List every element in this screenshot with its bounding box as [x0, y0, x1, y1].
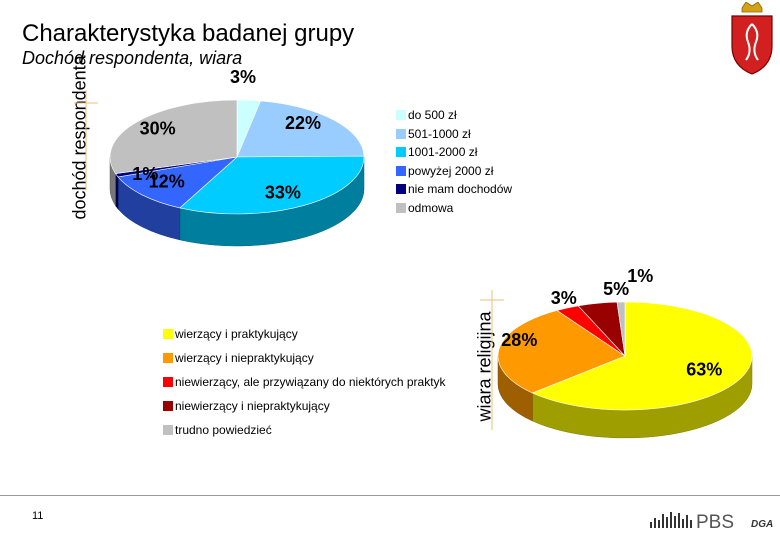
income-legend-item-0: do 500 zł [396, 108, 576, 127]
income-legend-label-1: 501-1000 zł [408, 126, 471, 141]
religion-legend-item-2: niewierzący, ale przywiązany do niektóry… [163, 375, 473, 399]
income-legend-item-5: odmowa [396, 201, 576, 220]
religion-legend-swatch-3 [163, 401, 173, 411]
income-legend-swatch-4 [396, 184, 406, 194]
religion-pie: 63% 28% 3% 5%1% [497, 266, 753, 439]
income-legend-swatch-3 [396, 165, 406, 176]
income-legend-label-2: 1001-2000 zł [408, 145, 478, 159]
income-slice-side-4 [115, 172, 119, 210]
religion-legend-label-3: niewierzący i niepraktykujący [175, 399, 330, 413]
income-legend-swatch-2 [396, 147, 406, 157]
income-legend-swatch-5 [396, 202, 406, 213]
income-value-label-3: 12% [149, 172, 185, 192]
religion-slice-0 [531, 301, 753, 411]
income-legend-item-3: powyżej 2000 zł [396, 164, 576, 183]
income-legend: do 500 zł 501-1000 zł 1001-2000 zł powyżej … [396, 108, 576, 219]
income-legend-label-5: odmowa [408, 200, 454, 215]
religion-slice-4 [616, 301, 626, 357]
religion-legend-label-0: wierzący i praktykujący [175, 327, 298, 341]
crest-logo [731, 2, 773, 75]
page-title: Charakterystyka badanej grupy [22, 20, 355, 47]
income-legend-label-0: do 500 zł [408, 108, 457, 122]
income-value-label-0: 3% [230, 67, 256, 87]
religion-legend-item-3: niewierzący i niepraktykujący [163, 399, 473, 423]
page-number: 11 [32, 510, 44, 522]
income-legend-label-4: nie mam dochodów [408, 182, 513, 196]
income-legend-label-3: powyżej 2000 zł [408, 163, 494, 178]
religion-legend-label-1: wierzący i niepraktykujący [175, 351, 314, 365]
religion-legend-swatch-2 [163, 377, 173, 387]
page-subtitle: Dochód respondenta, wiara [22, 48, 243, 68]
religion-legend-item-4: trudno powiedzieć [163, 423, 473, 447]
pbs-logo-text: PBS [696, 512, 734, 532]
religion-slice-1 [497, 310, 626, 394]
income-value-label-4: 1% [132, 164, 158, 184]
income-value-label-5: 30% [140, 119, 176, 139]
religion-legend-label-2: niewierzący, ale przywiązany do niektóry… [175, 375, 446, 389]
dga-logo-text: DGA [751, 519, 773, 530]
religion-legend-item-1: wierzący i niepraktykujący [163, 351, 473, 375]
religion-legend: wierzący i praktykujący wierzący i niepra… [163, 327, 473, 447]
income-slice-3 [117, 156, 238, 209]
income-slice-1 [236, 100, 365, 158]
religion-value-label-2: 3% [551, 288, 577, 308]
religion-value-label-3: 5% [603, 279, 629, 299]
income-legend-item-1: 501-1000 zł [396, 127, 576, 146]
income-legend-item-2: 1001-2000 zł [396, 145, 576, 164]
religion-value-label-4: 1% [627, 266, 653, 286]
footer-divider [0, 495, 780, 496]
pbs-dga-logo: PBS DGA [650, 512, 773, 532]
income-value-label-2: 33% [265, 183, 301, 203]
religion-legend-item-0: wierzący i praktykujący [163, 327, 473, 351]
religion-value-label-0: 63% [686, 359, 722, 379]
income-legend-swatch-1 [396, 128, 406, 139]
religion-legend-swatch-1 [163, 353, 173, 363]
income-slice-5 [109, 99, 238, 174]
religion-legend-swatch-4 [163, 425, 173, 435]
income-value-label-1: 22% [285, 113, 321, 133]
religion-legend-label-4: trudno powiedzieć [175, 423, 272, 437]
religion-legend-swatch-0 [163, 329, 173, 339]
income-pie: 3% 22% 33% 12%1% 30% [109, 67, 365, 247]
income-legend-item-4: nie mam dochodów [396, 182, 576, 201]
income-slice-2 [179, 155, 365, 215]
religion-value-label-1: 28% [501, 330, 537, 350]
income-legend-swatch-0 [396, 110, 406, 120]
